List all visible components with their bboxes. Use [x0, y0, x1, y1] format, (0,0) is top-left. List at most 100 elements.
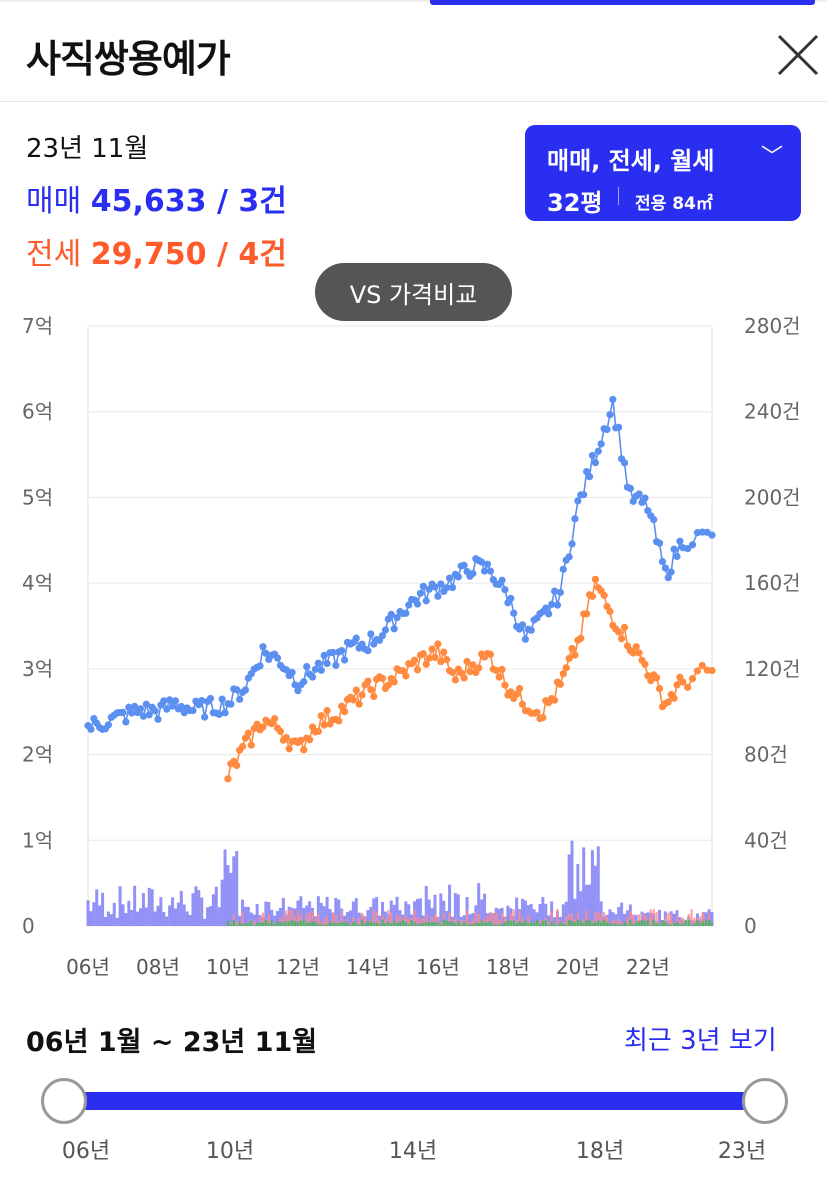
jeonse-point	[306, 736, 314, 744]
y-right-tick: 40건	[744, 828, 788, 852]
sale-point	[521, 635, 529, 643]
monthly-volume-bar	[329, 921, 332, 926]
sale-volume-bar	[608, 909, 612, 926]
close-button[interactable]	[773, 30, 823, 80]
sale-volume-bar	[593, 865, 597, 926]
sale-volume-bar	[325, 896, 329, 926]
compare-button[interactable]: VS 가격비교	[315, 263, 512, 321]
sale-volume-bar	[442, 900, 446, 926]
jeonse-point	[565, 654, 573, 662]
sale-point	[236, 695, 244, 703]
range-slider-track[interactable]	[64, 1092, 767, 1110]
jeonse-point	[425, 654, 433, 662]
monthly-volume-bar	[264, 919, 267, 926]
sale-volume-bar	[573, 898, 577, 926]
sale-volume-bar	[171, 897, 175, 926]
monthly-volume-bar	[646, 920, 649, 926]
sale-volume-bar	[264, 901, 268, 926]
sale-point	[480, 567, 489, 575]
monthly-volume-bar	[256, 922, 259, 926]
jeonse-point	[641, 660, 649, 668]
sale-volume-bar	[226, 865, 230, 926]
sale-volume-bar	[124, 913, 128, 926]
jeonse-volume-bar	[334, 914, 337, 926]
sale-point	[402, 609, 410, 617]
jeonse-volume-bar	[582, 918, 585, 926]
sale-point	[139, 712, 148, 720]
monthly-volume-bar	[384, 923, 387, 926]
jeonse-volume-bar	[326, 916, 329, 926]
jeonse-point	[507, 688, 515, 696]
range-slider-start-handle[interactable]	[41, 1078, 87, 1124]
monthly-volume-bar	[486, 922, 489, 926]
jeonse-volume-bar	[448, 912, 451, 926]
sale-volume-bar	[497, 908, 501, 926]
sale-point	[163, 705, 171, 713]
sale-volume-bar	[153, 911, 157, 926]
monthly-volume-bar	[372, 922, 375, 926]
jeonse-volume-bar	[431, 916, 434, 926]
sale-point	[594, 447, 602, 455]
monthly-volume-bar	[690, 924, 693, 926]
monthly-volume-bar	[638, 921, 641, 926]
sale-point	[676, 537, 684, 545]
jeonse-volume-bar	[664, 916, 667, 926]
sale-volume-bar	[235, 851, 239, 926]
jeonse-point	[632, 643, 640, 651]
monthly-volume-bar	[591, 923, 594, 926]
jeonse-point	[469, 661, 477, 669]
monthly-volume-bar	[413, 922, 416, 926]
jeonse-point	[588, 592, 597, 600]
monthly-volume-bar	[232, 920, 235, 926]
monthly-volume-bar	[503, 922, 506, 926]
sale-volume-bar	[159, 897, 163, 926]
monthly-volume-bar	[705, 919, 708, 926]
jeonse-volume-bar	[308, 912, 311, 926]
monthly-volume-bar	[652, 919, 655, 926]
sale-point	[390, 625, 398, 633]
jeonse-volume-bar	[399, 915, 401, 926]
jeonse-label: 전세	[26, 237, 82, 272]
monthly-volume-bar	[696, 919, 699, 926]
sale-volume-bar	[456, 894, 460, 926]
jeonse-point	[247, 741, 255, 749]
sale-volume-bar	[273, 915, 277, 926]
sale-point	[122, 718, 130, 726]
sale-volume-bar	[570, 840, 574, 926]
jeonse-volume-bar	[676, 915, 679, 926]
filter-divider	[618, 187, 619, 205]
monthly-volume-bar	[538, 923, 541, 926]
sale-volume-bar	[203, 918, 207, 926]
sale-volume-bar	[337, 899, 341, 926]
sale-point	[87, 725, 95, 733]
jeonse-volume-bar	[282, 915, 285, 926]
sale-point	[218, 695, 226, 703]
price-chart[interactable]: 0 1억 2억 3억 4억 5억 6억 7억 0 40건 80건 120건 160건 200건 240건 28…	[0, 300, 827, 990]
sale-point	[198, 696, 206, 705]
range-slider-end-handle[interactable]	[742, 1078, 788, 1124]
filter-dropdown[interactable]: 매매, 전세, 월세 ﹀ 32평 전용 84㎡	[525, 125, 801, 221]
jeonse-volume-bar	[603, 912, 606, 926]
monthly-volume-bar	[448, 921, 451, 926]
jeonse-point	[323, 706, 331, 715]
jeonse-volume-bar	[296, 910, 299, 926]
monthly-volume-bar	[366, 921, 369, 926]
sale-volume-bar	[433, 894, 437, 926]
jeonse-point	[583, 610, 591, 618]
sale-volume-bar	[579, 891, 583, 926]
sale-volume-bar	[179, 890, 183, 926]
jeonse-volume-bar	[550, 910, 553, 926]
jeonse-point	[410, 656, 419, 664]
y-left-tick: 7억	[22, 314, 53, 338]
recent-3-years-link[interactable]: 최근 3년 보기	[624, 1026, 777, 1056]
sale-point	[431, 583, 439, 591]
monthly-volume-bar	[355, 922, 358, 926]
jeonse-volume-bar	[600, 913, 603, 926]
trade-type-filter: 매매, 전세, 월세	[547, 147, 715, 175]
jeonse-point	[419, 650, 427, 658]
jeonse-volume-bar	[474, 911, 477, 926]
monthly-volume-bar	[544, 920, 547, 926]
sale-point	[559, 565, 567, 573]
sale-point	[303, 663, 311, 671]
y-left-tick: 0	[22, 914, 35, 938]
